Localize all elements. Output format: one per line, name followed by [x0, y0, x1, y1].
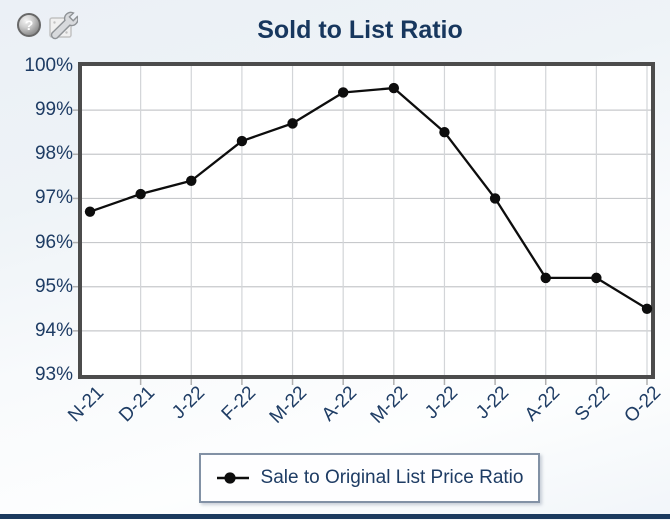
data-point — [186, 175, 197, 186]
data-point — [84, 206, 96, 217]
data-point — [591, 272, 602, 284]
tools-icon[interactable] — [46, 11, 79, 41]
help-icon[interactable]: ? — [17, 13, 41, 37]
data-point — [439, 127, 450, 138]
data-point — [388, 82, 400, 94]
data-point — [287, 118, 298, 129]
legend-label: Sale to Original List Price Ratio — [260, 467, 524, 488]
data-point — [489, 193, 501, 204]
series-line — [89, 86, 648, 310]
data-point — [135, 188, 146, 200]
data-point — [337, 87, 349, 98]
bottom-divider — [0, 514, 670, 519]
plot-border — [78, 62, 655, 379]
data-point — [540, 272, 551, 284]
wrench-panel-icon — [49, 11, 79, 40]
plot-area — [80, 64, 653, 377]
legend-box: Sale to Original List Price Ratio — [199, 453, 540, 503]
data-point — [641, 303, 653, 314]
data-point — [236, 135, 248, 147]
chart-title: Sold to List Ratio — [257, 16, 463, 44]
legend-line-marker-icon — [216, 472, 249, 484]
